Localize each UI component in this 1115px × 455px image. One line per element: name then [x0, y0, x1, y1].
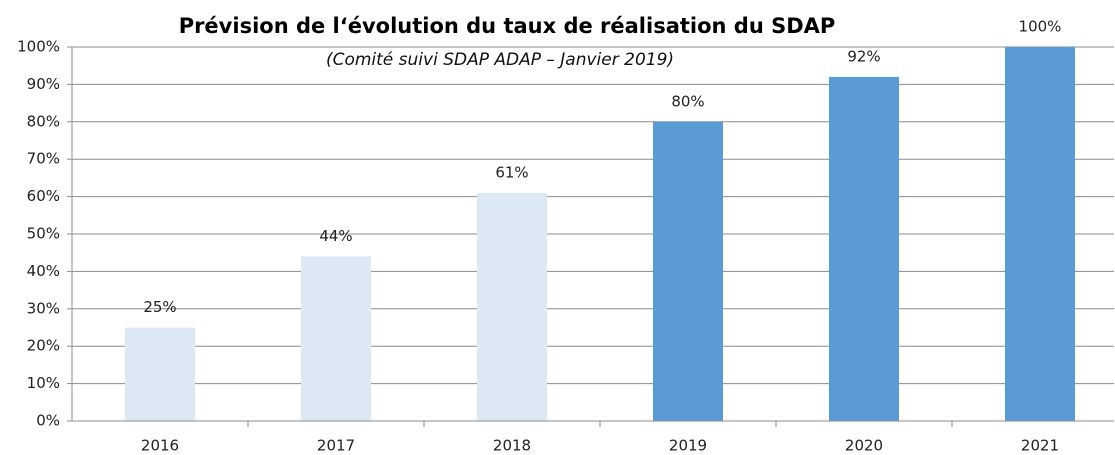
y-tick-label: 30%	[27, 299, 60, 317]
data-label: 80%	[671, 92, 704, 110]
data-label: 61%	[495, 163, 528, 181]
bar	[653, 121, 723, 422]
x-tick-label: 2018	[493, 437, 531, 455]
x-tick-label: 2020	[845, 437, 883, 455]
x-tick-label: 2021	[1021, 437, 1059, 455]
data-label: 100%	[1019, 18, 1062, 36]
x-tick-label: 2017	[317, 437, 355, 455]
y-tick-label: 80%	[27, 112, 60, 130]
bar	[829, 76, 899, 422]
chart-subtitle: (Comité suivi SDAP ADAP – Janvier 2019)	[326, 50, 674, 70]
x-tick-label: 2019	[669, 437, 707, 455]
chart-title: Prévision de l‘évolution du taux de réal…	[179, 14, 836, 38]
bar	[1005, 47, 1075, 421]
bar	[477, 192, 547, 421]
y-tick-label: 40%	[27, 262, 60, 280]
data-label: 44%	[319, 227, 352, 245]
y-tick-label: 0%	[36, 412, 60, 430]
bar	[125, 327, 195, 421]
y-tick-label: 90%	[27, 75, 60, 93]
y-tick-label: 10%	[27, 374, 60, 392]
y-tick-label: 70%	[27, 150, 60, 168]
y-tick-label: 50%	[27, 225, 60, 243]
data-label: 92%	[847, 47, 880, 65]
y-tick-label: 100%	[17, 38, 60, 56]
x-tick-label: 2016	[141, 437, 179, 455]
y-tick-label: 20%	[27, 337, 60, 355]
data-label: 25%	[143, 298, 176, 316]
y-tick-label: 60%	[27, 187, 60, 205]
bar	[301, 256, 371, 421]
